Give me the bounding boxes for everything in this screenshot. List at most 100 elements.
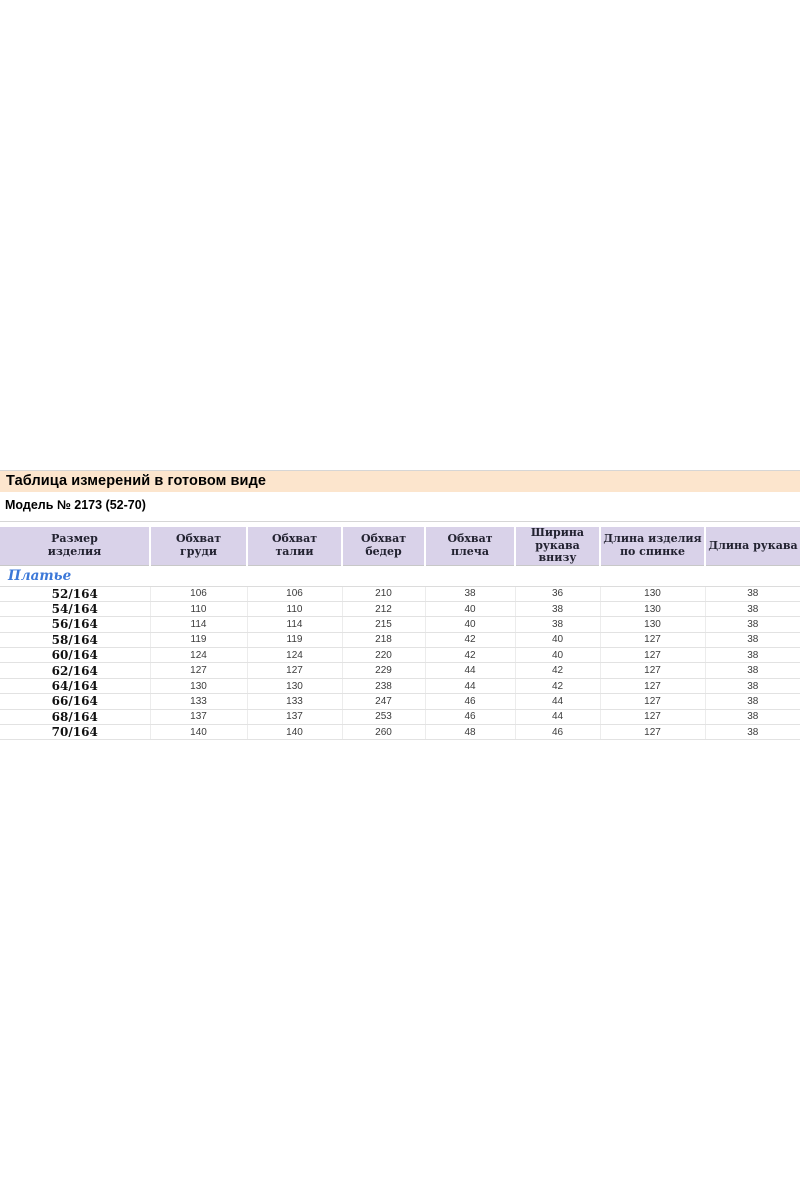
value-cell: 44 — [515, 709, 601, 726]
value-cell: 119 — [247, 632, 343, 649]
value-cell: 127 — [600, 632, 706, 649]
value-cell: 114 — [150, 616, 248, 633]
group-row: Платье — [0, 565, 800, 587]
value-cell: 133 — [150, 693, 248, 710]
size-cell: 62/164 — [0, 662, 151, 679]
value-cell: 106 — [150, 586, 248, 602]
value-cell: 110 — [247, 601, 343, 618]
value-cell: 38 — [705, 678, 800, 695]
value-cell: 127 — [600, 662, 706, 679]
value-cell: 260 — [342, 724, 426, 741]
value-cell: 127 — [600, 693, 706, 710]
value-cell: 38 — [425, 586, 516, 602]
size-cell: 56/164 — [0, 616, 151, 633]
table-row: 66/164 133 133 247 46 44 127 38 — [0, 693, 800, 710]
value-cell: 119 — [150, 632, 248, 649]
value-cell: 38 — [705, 724, 800, 741]
value-cell: 220 — [342, 647, 426, 664]
value-cell: 38 — [705, 586, 800, 602]
size-cell: 60/164 — [0, 647, 151, 664]
table-row: 58/164 119 119 218 42 40 127 38 — [0, 632, 800, 649]
value-cell: 215 — [342, 616, 426, 633]
column-header: Размер изделия — [0, 527, 151, 566]
table-row: 70/164 140 140 260 48 46 127 38 — [0, 724, 800, 741]
value-cell: 40 — [425, 616, 516, 633]
divider-above-table — [0, 521, 800, 522]
size-cell: 58/164 — [0, 632, 151, 649]
group-label: Платье — [0, 565, 800, 587]
value-cell: 127 — [600, 678, 706, 695]
value-cell: 46 — [515, 724, 601, 741]
value-cell: 218 — [342, 632, 426, 649]
top-whitespace — [0, 0, 800, 470]
value-cell: 140 — [247, 724, 343, 741]
value-cell: 38 — [515, 601, 601, 618]
value-cell: 133 — [247, 693, 343, 710]
value-cell: 46 — [425, 693, 516, 710]
size-cell: 64/164 — [0, 678, 151, 695]
column-header: Обхват талии — [246, 527, 343, 566]
table-header-row: Размер изделия Обхват груди Обхват талии Об… — [0, 526, 800, 566]
size-cell: 54/164 — [0, 601, 151, 618]
table-row: 68/164 137 137 253 46 44 127 38 — [0, 709, 800, 726]
table-row: 60/164 124 124 220 42 40 127 38 — [0, 647, 800, 664]
value-cell: 127 — [600, 709, 706, 726]
value-cell: 38 — [705, 601, 800, 618]
size-cell: 66/164 — [0, 693, 151, 710]
value-cell: 127 — [600, 724, 706, 741]
divider-top — [0, 470, 800, 471]
value-cell: 140 — [150, 724, 248, 741]
section-title: Таблица измерений в готовом виде — [6, 473, 267, 489]
value-cell: 48 — [425, 724, 516, 741]
value-cell: 42 — [425, 632, 516, 649]
measurements-table: Размер изделия Обхват груди Обхват талии Об… — [0, 526, 800, 741]
table-row: 54/164 110 110 212 40 38 130 38 — [0, 601, 800, 618]
value-cell: 130 — [600, 586, 706, 602]
value-cell: 40 — [515, 632, 601, 649]
table-row: 62/164 127 127 229 44 42 127 38 — [0, 662, 800, 679]
value-cell: 44 — [425, 662, 516, 679]
table-row: 52/164 106 106 210 38 36 130 38 — [0, 586, 800, 602]
value-cell: 253 — [342, 709, 426, 726]
size-cell: 70/164 — [0, 724, 151, 741]
value-cell: 36 — [515, 586, 601, 602]
value-cell: 137 — [150, 709, 248, 726]
value-cell: 238 — [342, 678, 426, 695]
value-cell: 38 — [705, 662, 800, 679]
size-cell: 68/164 — [0, 709, 151, 726]
value-cell: 137 — [247, 709, 343, 726]
column-header: Обхват плеча — [424, 527, 516, 566]
value-cell: 38 — [705, 693, 800, 710]
value-cell: 130 — [600, 601, 706, 618]
value-cell: 110 — [150, 601, 248, 618]
value-cell: 127 — [600, 647, 706, 664]
value-cell: 44 — [515, 693, 601, 710]
value-cell: 210 — [342, 586, 426, 602]
section-title-bar: Таблица измерений в готовом виде — [0, 471, 800, 492]
value-cell: 114 — [247, 616, 343, 633]
column-header: Длина изделия по спинке — [599, 527, 706, 566]
table-row: 64/164 130 130 238 44 42 127 38 — [0, 678, 800, 695]
value-cell: 46 — [425, 709, 516, 726]
value-cell: 42 — [515, 678, 601, 695]
table-row: 56/164 114 114 215 40 38 130 38 — [0, 616, 800, 633]
value-cell: 38 — [515, 616, 601, 633]
value-cell: 229 — [342, 662, 426, 679]
value-cell: 127 — [150, 662, 248, 679]
value-cell: 106 — [247, 586, 343, 602]
column-header: Обхват бедер — [341, 527, 426, 566]
value-cell: 42 — [425, 647, 516, 664]
model-number: Модель № 2173 (52-70) — [5, 498, 146, 512]
value-cell: 38 — [705, 632, 800, 649]
value-cell: 42 — [515, 662, 601, 679]
value-cell: 247 — [342, 693, 426, 710]
value-cell: 40 — [515, 647, 601, 664]
column-header: Длина рукава — [704, 527, 800, 566]
value-cell: 130 — [247, 678, 343, 695]
value-cell: 130 — [600, 616, 706, 633]
value-cell: 38 — [705, 647, 800, 664]
value-cell: 38 — [705, 709, 800, 726]
size-cell: 52/164 — [0, 586, 151, 602]
column-header: Ширина рукава внизу — [514, 526, 601, 566]
value-cell: 124 — [150, 647, 248, 664]
